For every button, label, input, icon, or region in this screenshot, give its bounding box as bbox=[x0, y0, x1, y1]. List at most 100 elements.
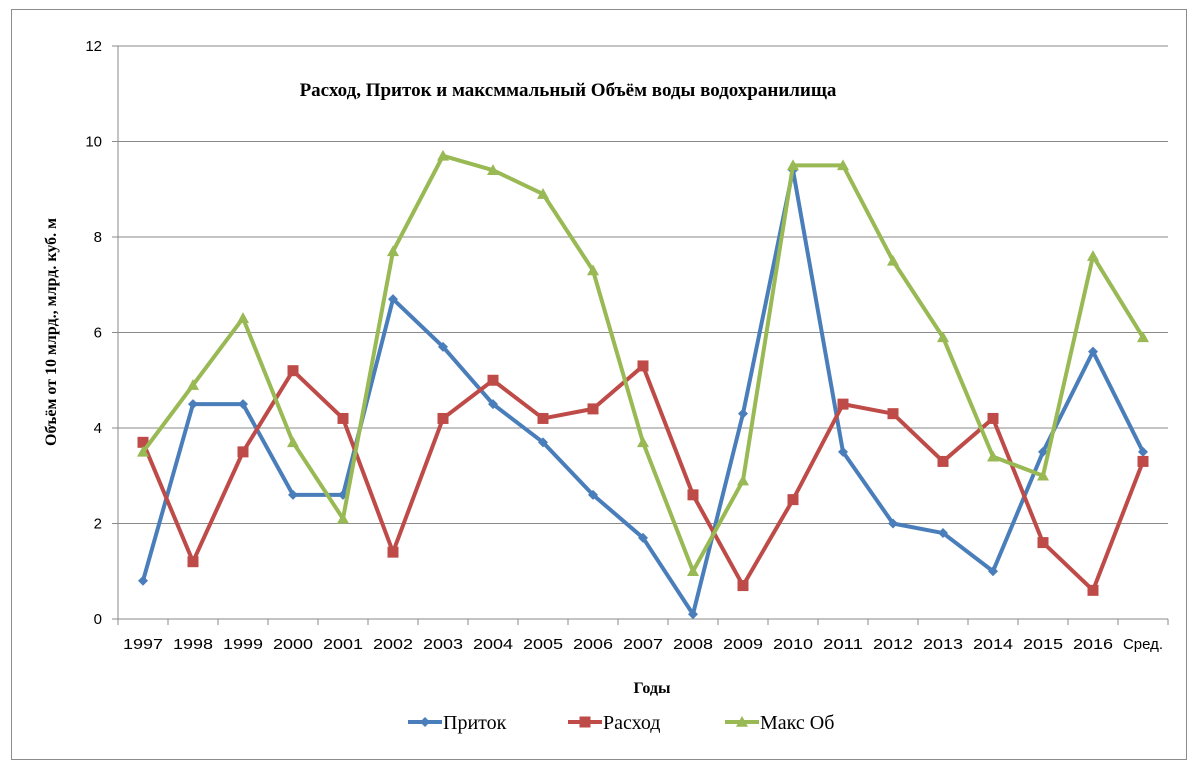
series-1 bbox=[137, 360, 1149, 596]
x-tick-label: 1997 bbox=[123, 636, 163, 653]
x-tick-label: 2010 bbox=[773, 636, 813, 653]
data-point bbox=[988, 566, 998, 577]
data-point bbox=[237, 312, 249, 323]
data-point bbox=[188, 399, 198, 410]
data-point bbox=[1037, 537, 1049, 549]
series-0 bbox=[138, 165, 1148, 620]
data-point bbox=[137, 436, 149, 448]
data-point bbox=[787, 494, 799, 506]
data-point bbox=[337, 512, 349, 524]
x-axis-title: Годы bbox=[634, 680, 671, 697]
data-point bbox=[737, 474, 749, 486]
x-tick-label: Сред. bbox=[1123, 636, 1163, 653]
data-point bbox=[888, 518, 898, 529]
data-point bbox=[1138, 446, 1148, 457]
x-tick-label: 2009 bbox=[723, 636, 763, 653]
x-tick-label: 2002 bbox=[373, 636, 413, 653]
legend-marker bbox=[579, 716, 591, 728]
data-point bbox=[187, 556, 199, 568]
chart-title: Расход, Приток и максммальный Объём воды… bbox=[300, 80, 837, 101]
data-point bbox=[1037, 469, 1049, 481]
data-point bbox=[1137, 455, 1149, 467]
data-point bbox=[237, 446, 249, 458]
data-point bbox=[1038, 446, 1048, 457]
data-point bbox=[1087, 584, 1099, 596]
data-point bbox=[587, 403, 599, 415]
data-point bbox=[287, 436, 299, 448]
data-point bbox=[387, 245, 399, 257]
data-point bbox=[537, 188, 549, 199]
axes bbox=[112, 45, 1169, 625]
x-tick-labels: 1997 1998 1999 2000 2001 2002 2003 2004 2005 2006… bbox=[123, 636, 1163, 653]
y-tick-label: 2 bbox=[94, 516, 102, 533]
data-point bbox=[187, 379, 199, 390]
x-tick-label: 2011 bbox=[823, 636, 863, 653]
data-point bbox=[1137, 331, 1149, 343]
data-point bbox=[937, 331, 949, 343]
legend-label: Расход bbox=[603, 712, 660, 734]
data-point bbox=[538, 437, 548, 448]
y-tick-label: 0 bbox=[94, 611, 102, 628]
data-point bbox=[938, 528, 948, 539]
data-point bbox=[687, 489, 699, 501]
data-point bbox=[837, 159, 849, 171]
data-point bbox=[937, 455, 949, 467]
data-point bbox=[838, 446, 848, 457]
x-tick-label: 2004 bbox=[473, 636, 513, 653]
data-point bbox=[487, 374, 499, 386]
legend-label: Макс Об bbox=[760, 712, 834, 734]
data-point bbox=[737, 580, 749, 592]
y-tick-label: 4 bbox=[94, 420, 102, 437]
data-point bbox=[487, 164, 499, 175]
y-tick-label: 10 bbox=[85, 134, 102, 151]
data-point bbox=[488, 399, 498, 410]
legend: Приток Расход Макс Об bbox=[408, 712, 834, 734]
y-axis-title: Объём от 10 млрд., млрд. куб. м bbox=[43, 218, 60, 446]
x-tick-label: 2003 bbox=[423, 636, 463, 653]
data-point bbox=[1087, 250, 1099, 261]
data-point bbox=[787, 159, 799, 171]
series-line bbox=[141, 363, 1145, 593]
x-tick-label: 2012 bbox=[873, 636, 913, 653]
data-point bbox=[588, 489, 598, 500]
data-point bbox=[687, 565, 699, 577]
data-point bbox=[1088, 346, 1098, 357]
x-tick-label: 2001 bbox=[323, 636, 363, 653]
series-group bbox=[137, 149, 1149, 620]
x-tick-label: 2013 bbox=[923, 636, 963, 653]
x-tick-label: 2006 bbox=[573, 636, 613, 653]
legend-marker bbox=[736, 716, 748, 727]
y-tick-label: 6 bbox=[94, 325, 102, 342]
data-point bbox=[837, 398, 849, 410]
x-tick-label: 2007 bbox=[623, 636, 663, 653]
data-point bbox=[337, 412, 349, 424]
data-point bbox=[987, 412, 999, 424]
data-point bbox=[138, 575, 148, 586]
x-tick-label: 2016 bbox=[1073, 636, 1113, 653]
y-tick-label: 8 bbox=[94, 229, 102, 246]
data-point bbox=[287, 365, 299, 377]
legend-item-1: Расход bbox=[568, 712, 660, 734]
series-2 bbox=[137, 149, 1149, 577]
data-point bbox=[987, 450, 999, 462]
legend-item-0: Приток bbox=[408, 712, 507, 734]
data-point bbox=[587, 264, 599, 276]
y-tick-label: 12 bbox=[85, 38, 102, 55]
data-point bbox=[438, 341, 448, 352]
x-tick-label: 1998 bbox=[173, 636, 213, 653]
data-point bbox=[238, 399, 248, 410]
x-tick-label: 2014 bbox=[973, 636, 1013, 653]
x-tick-label: 2008 bbox=[673, 636, 713, 653]
data-point bbox=[288, 489, 298, 500]
legend-item-2: Макс Об bbox=[725, 712, 834, 734]
data-point bbox=[887, 408, 899, 420]
data-point bbox=[688, 609, 698, 620]
x-tick-label: 2000 bbox=[273, 636, 313, 653]
y-tick-labels: 0 2 4 6 8 10 12 bbox=[85, 38, 102, 628]
legend-label: Приток bbox=[443, 712, 507, 734]
chart-frame bbox=[11, 9, 1187, 760]
data-point bbox=[738, 408, 748, 419]
legend-marker bbox=[420, 717, 430, 727]
data-point bbox=[537, 412, 549, 424]
